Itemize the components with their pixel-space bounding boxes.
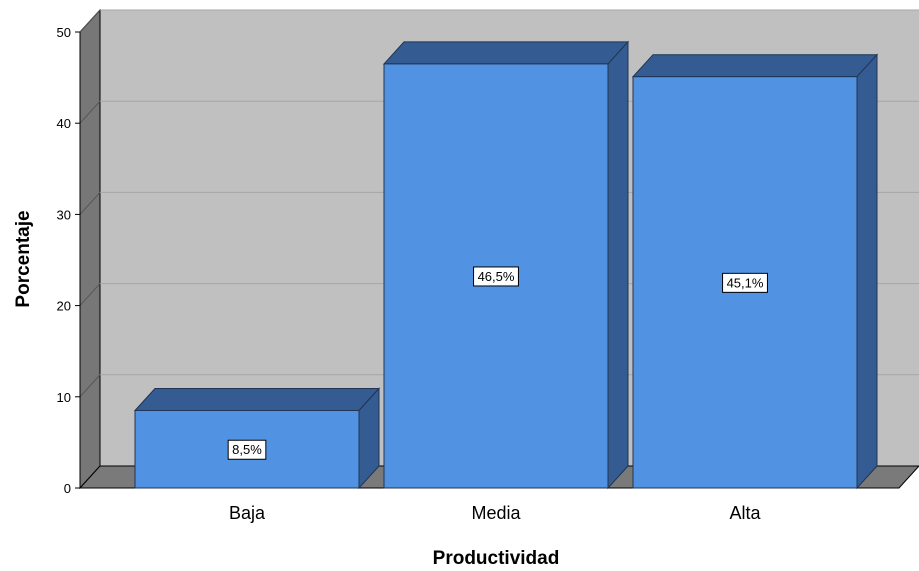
bar	[631, 53, 879, 490]
data-label: 8,5%	[227, 439, 267, 460]
gridline-wall	[79, 192, 101, 215]
bar-side	[607, 40, 629, 490]
gridline-wall	[79, 374, 101, 398]
data-labels: 8,5% 46,5% 45,1%	[227, 266, 768, 460]
x-tick-label: Alta	[729, 503, 761, 523]
bar	[133, 387, 381, 490]
y-axis-ticks: 0 10 20 30 40 50	[57, 25, 81, 496]
data-label-box	[722, 272, 768, 293]
bar-top	[631, 54, 879, 78]
y-axis-title: Porcentaje	[13, 210, 34, 307]
data-label: 46,5%	[473, 266, 519, 287]
data-label-text: 46,5%	[478, 269, 515, 284]
y-tick-label: 10	[57, 390, 71, 405]
x-axis-ticks: Baja Media Alta	[229, 503, 762, 523]
data-label-text: 8,5%	[232, 442, 262, 457]
side-wall	[79, 8, 101, 490]
data-label-box	[227, 439, 267, 460]
bar-top	[133, 387, 381, 411]
y-tick-label: 50	[57, 25, 71, 40]
gridline-wall	[79, 9, 101, 33]
x-tick-label: Media	[471, 503, 521, 523]
x-axis-title: Productividad	[433, 548, 560, 569]
x-tick-label: Baja	[229, 503, 266, 523]
data-label-text: 45,1%	[727, 275, 764, 290]
data-label-box	[473, 266, 519, 287]
gridline-wall	[79, 100, 101, 124]
data-label: 45,1%	[722, 272, 768, 293]
y-tick-label: 40	[57, 116, 71, 131]
bar-side	[856, 53, 878, 490]
gridline-wall	[79, 283, 101, 306]
y-tick-label: 30	[57, 207, 71, 222]
bar-top	[382, 41, 630, 65]
y-tick-label: 0	[64, 481, 71, 496]
bar	[382, 40, 630, 490]
y-tick-label: 20	[57, 299, 71, 314]
